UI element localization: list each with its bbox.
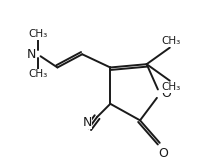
- Text: N: N: [27, 48, 36, 61]
- Text: CH₃: CH₃: [162, 82, 181, 92]
- Text: O: O: [162, 87, 171, 100]
- Text: N: N: [82, 116, 92, 129]
- Text: CH₃: CH₃: [28, 69, 47, 79]
- Text: O: O: [158, 147, 168, 160]
- Text: CH₃: CH₃: [162, 36, 181, 46]
- Text: CH₃: CH₃: [28, 29, 47, 39]
